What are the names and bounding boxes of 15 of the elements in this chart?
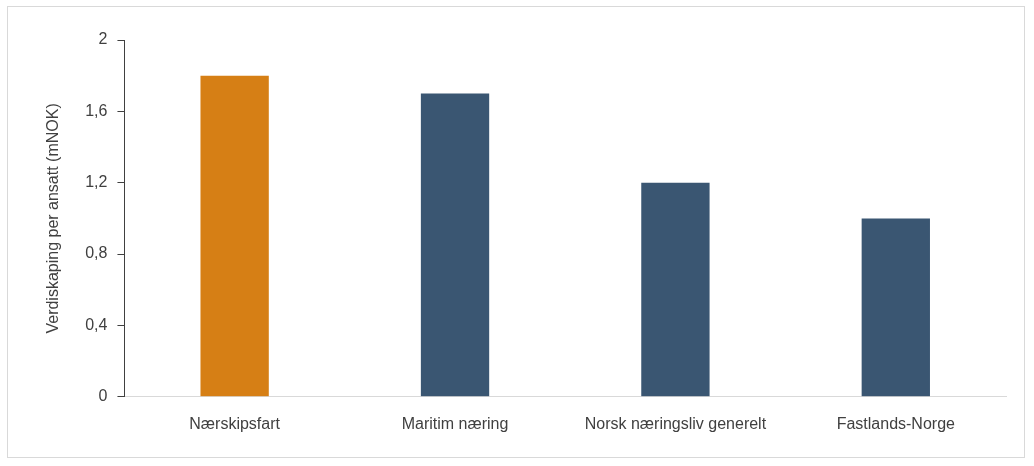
x-tick-label: Norsk næringsliv generelt xyxy=(584,414,767,432)
x-tick-label: Maritim næring xyxy=(401,414,509,432)
y-tick-label: 0,4 xyxy=(85,315,108,333)
y-axis-title: Verdiskaping per ansatt (mNOK) xyxy=(44,103,62,334)
x-tick-label: Nærskipsfart xyxy=(189,414,281,432)
bar xyxy=(200,75,269,397)
y-tick-label: 0,8 xyxy=(85,244,108,262)
y-tick-label: 2 xyxy=(98,30,108,48)
bar xyxy=(420,93,490,397)
y-tick-label: 1,6 xyxy=(85,101,108,119)
y-tick-label: 1,2 xyxy=(85,173,108,191)
bar xyxy=(641,182,710,397)
x-tick-label: Fastlands-Norge xyxy=(836,414,956,432)
bar xyxy=(861,218,930,397)
y-tick-label: 0 xyxy=(98,387,108,405)
